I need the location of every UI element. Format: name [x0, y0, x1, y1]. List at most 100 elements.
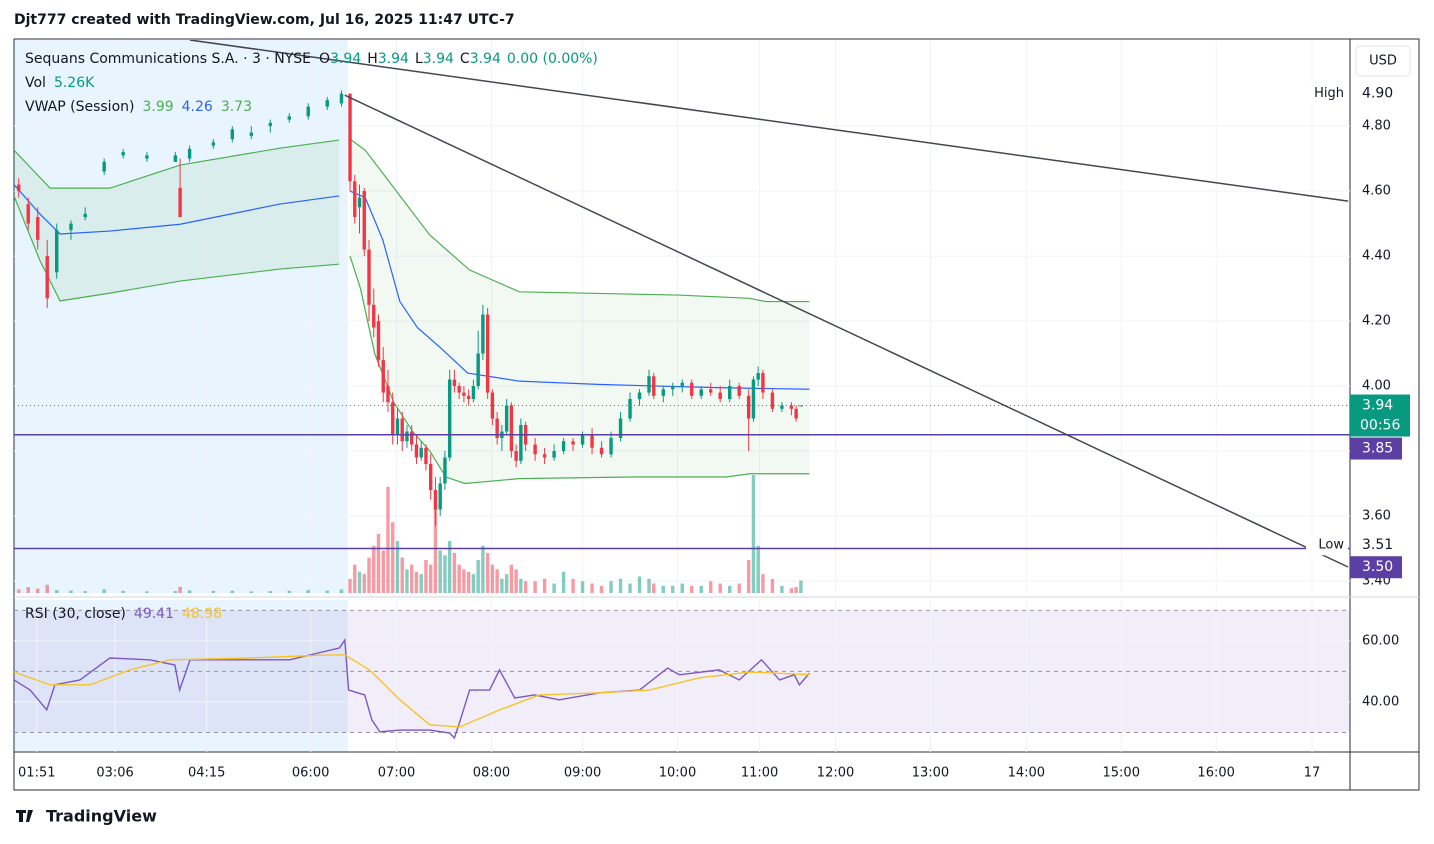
volume-bar: [756, 545, 760, 593]
volume-bar: [428, 564, 433, 593]
volume-bar: [55, 590, 59, 593]
x-tick-label: 17: [1304, 766, 1321, 781]
candle-body: [580, 434, 585, 445]
volume-bar: [471, 574, 476, 593]
legend-text: O: [319, 51, 330, 67]
volume-bar: [443, 555, 447, 593]
volume-bar: [395, 541, 400, 593]
candle-body: [414, 444, 419, 458]
candle-body: [410, 431, 414, 445]
volume-bar: [514, 569, 518, 593]
candle-body: [438, 483, 442, 510]
candle-body: [737, 386, 741, 396]
legend-text: L: [415, 51, 423, 67]
y-tick-label: 4.80: [1362, 119, 1391, 134]
volume-bar: [509, 564, 514, 593]
level-label: 3.50: [1362, 559, 1393, 575]
legend-text: RSI (30, close): [25, 606, 126, 622]
candle-body: [419, 447, 423, 458]
y-tick-label: 4.60: [1362, 184, 1391, 199]
rsi-pane: [14, 600, 1350, 752]
legend-text: 3.99: [142, 99, 173, 115]
y-tick-label: 3.60: [1362, 508, 1391, 523]
candle-body: [367, 249, 371, 305]
candle-body: [462, 392, 466, 396]
volume-bar: [542, 578, 547, 593]
volume-bar: [628, 583, 632, 593]
legend-text: 48.98: [182, 606, 222, 622]
y-tick-label: 4.40: [1362, 249, 1391, 264]
y-tick-label: 4.00: [1362, 379, 1391, 394]
candle-body: [770, 392, 775, 409]
volume-bar: [661, 585, 665, 593]
caption: Djt777 created with TradingView.com, Jul…: [14, 12, 515, 28]
legend-text: C: [460, 51, 470, 67]
candle-body: [36, 217, 40, 240]
candle-body: [709, 389, 713, 393]
volume-bar: [348, 578, 352, 593]
volume-bar: [571, 578, 575, 593]
candle-body: [211, 142, 216, 146]
candle-body: [187, 148, 192, 159]
volume-bar: [353, 564, 357, 593]
volume-bar: [709, 581, 713, 593]
volume-bar: [794, 587, 798, 593]
vwap-line: [14, 184, 810, 390]
candle-body: [353, 181, 357, 218]
volume-bar: [400, 557, 404, 593]
candle-body: [718, 392, 722, 400]
volume-bar: [414, 571, 419, 593]
volume-bar: [410, 564, 414, 593]
volume-bar: [339, 589, 344, 593]
volume-bar: [26, 587, 30, 593]
x-tick-label: 11:00: [741, 766, 778, 781]
candle-body: [571, 441, 575, 445]
legend-text: Vol: [25, 75, 46, 91]
candle-body: [552, 451, 556, 458]
candle-body: [799, 405, 803, 407]
currency-button[interactable]: [1355, 45, 1411, 77]
countdown: 00:56: [1360, 418, 1400, 434]
volume-bar: [419, 574, 423, 593]
candle-body: [145, 155, 149, 159]
currency[interactable]: USD: [1369, 54, 1397, 69]
volume-bar: [799, 580, 803, 593]
candle-body: [609, 438, 613, 455]
volume-bar: [102, 589, 106, 593]
volume-bar: [500, 578, 504, 593]
candle-body: [357, 197, 362, 208]
x-tick-label: 14:00: [1008, 766, 1045, 781]
candle-body: [457, 386, 461, 393]
legend-text: VWAP (Session): [25, 99, 134, 115]
candle-body: [727, 386, 732, 400]
trendline: [344, 94, 1349, 568]
brand: TradingView: [46, 807, 157, 826]
x-tick-label: 13:00: [912, 766, 949, 781]
x-tick-label: 06:00: [292, 766, 329, 781]
candle-body: [690, 382, 694, 396]
candle-body: [481, 314, 485, 354]
volume-bar: [751, 475, 756, 593]
level-label: 3.85: [1362, 441, 1393, 457]
candle-body: [69, 223, 73, 231]
candle-body: [55, 230, 59, 273]
legend-text: H: [367, 51, 378, 67]
volume-bar: [561, 571, 566, 593]
candle-body: [490, 392, 495, 419]
volume-bar: [495, 569, 499, 593]
candle-body: [699, 389, 703, 396]
main-pane: [14, 40, 1350, 593]
volume-bar: [187, 590, 192, 593]
y-tick-label: 60.00: [1362, 633, 1399, 648]
volume-bar: [230, 590, 235, 593]
candle-body: [83, 213, 87, 218]
trendline: [189, 40, 1349, 202]
volume-bar: [83, 591, 87, 593]
candle-body: [561, 441, 566, 452]
volume-bar: [121, 590, 125, 593]
volume-bar: [485, 552, 490, 593]
volume-bar: [17, 589, 21, 593]
legend-text: Sequans Communications S.A. · 3 · NYSE: [25, 51, 311, 67]
volume-bar: [770, 578, 775, 593]
